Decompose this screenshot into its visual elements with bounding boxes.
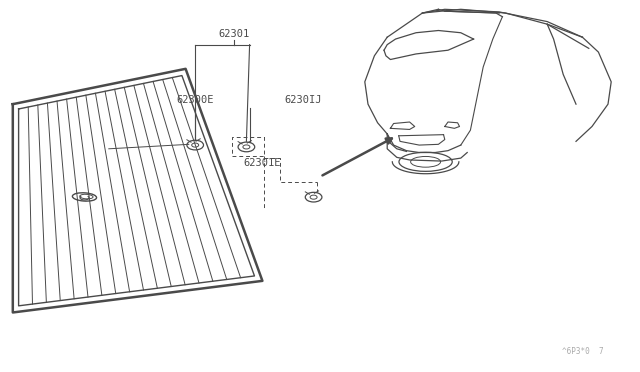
Text: 62301: 62301 xyxy=(218,29,249,39)
Text: 62300E: 62300E xyxy=(176,96,214,105)
Text: 62301E: 62301E xyxy=(243,158,281,168)
Text: 6230IJ: 6230IJ xyxy=(285,96,323,105)
Text: ^6P3*0  7: ^6P3*0 7 xyxy=(561,347,604,356)
